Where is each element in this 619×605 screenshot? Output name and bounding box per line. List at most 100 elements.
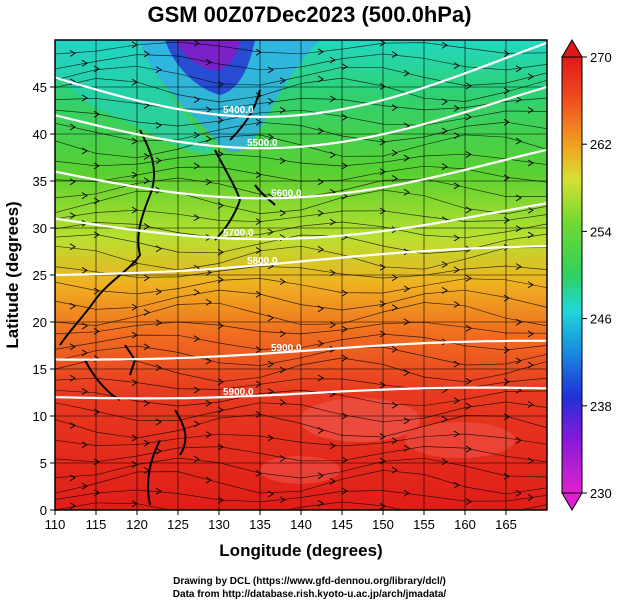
flow-arrow — [317, 374, 324, 382]
flow-arrow — [143, 223, 150, 230]
flow-arrow — [503, 473, 510, 480]
contour-line — [55, 386, 547, 400]
flow-arrow — [267, 314, 274, 322]
flow-arrow — [217, 496, 224, 504]
flow-arrow — [193, 335, 200, 343]
flow-arrow — [515, 489, 522, 497]
flow-arrow — [155, 157, 162, 164]
flow-arrow — [515, 263, 522, 270]
flow-arrow — [267, 360, 274, 368]
flow-arrow — [403, 369, 410, 376]
flow-arrow — [379, 83, 386, 90]
streamline — [55, 189, 547, 215]
contour-label: 5400.0 — [223, 105, 254, 116]
flow-arrow — [379, 330, 386, 338]
flow-arrow — [379, 381, 386, 389]
flow-arrow — [379, 263, 386, 271]
x-tick-label: 165 — [495, 517, 517, 532]
flow-arrow — [465, 378, 472, 385]
flow-arrow — [317, 340, 324, 347]
flow-arrow — [155, 66, 162, 73]
flow-arrow — [267, 228, 274, 236]
flow-arrow — [453, 62, 460, 69]
flow-arrow — [441, 287, 448, 294]
flow-arrow — [255, 218, 262, 225]
flow-arrow — [93, 489, 100, 497]
flow-arrow — [391, 304, 398, 312]
flow-arrow — [391, 437, 398, 445]
colorbar-tick-label: 238 — [590, 399, 612, 414]
flow-arrow — [279, 496, 286, 504]
cool-band — [55, 40, 215, 154]
streamline — [55, 446, 547, 463]
flow-arrow — [267, 98, 274, 105]
flow-arrow — [379, 300, 386, 308]
flow-arrow — [465, 206, 472, 214]
flow-arrow — [341, 354, 348, 362]
colorbar-scale — [561, 56, 583, 494]
flow-arrow — [403, 417, 410, 425]
y-tick-label: 0 — [40, 503, 47, 518]
flow-arrow — [279, 330, 286, 338]
flow-arrow — [69, 374, 76, 382]
flow-arrow — [341, 114, 348, 121]
flow-arrow — [267, 434, 274, 442]
colorbar-tick-label: 230 — [590, 486, 612, 501]
flow-arrow — [69, 123, 76, 131]
flow-arrow — [527, 401, 534, 408]
y-tick-label: 20 — [33, 315, 47, 330]
flow-arrow — [193, 214, 200, 221]
flow-arrow — [69, 474, 76, 482]
flow-arrow — [341, 63, 348, 71]
contour-label: 5800.0 — [247, 256, 278, 267]
contour-line — [55, 339, 547, 361]
flow-arrow — [441, 41, 448, 49]
streamline — [55, 109, 547, 127]
flow-arrow — [81, 267, 88, 274]
flow-arrow — [515, 96, 522, 103]
flow-arrow — [503, 87, 510, 95]
flow-arrow — [193, 40, 200, 47]
x-tick-label: 160 — [454, 517, 476, 532]
flow-arrow — [465, 324, 472, 332]
flow-arrow — [205, 476, 212, 484]
flow-arrow — [317, 209, 324, 217]
y-tick-label: 40 — [33, 127, 47, 142]
flow-arrow — [267, 66, 274, 74]
flow-arrow — [255, 290, 262, 298]
contour-label: 5900.0 — [223, 387, 254, 398]
flow-arrow — [155, 447, 162, 455]
flow-arrow — [465, 82, 472, 90]
flow-arrow — [69, 178, 76, 186]
flow-arrow — [341, 289, 348, 297]
flow-arrow — [93, 162, 100, 170]
streamline — [55, 321, 547, 335]
flow-arrow — [81, 482, 88, 490]
flow-arrow — [194, 513, 199, 519]
flow-arrow — [341, 487, 348, 495]
flow-arrow — [465, 402, 472, 410]
flow-arrow — [503, 118, 510, 126]
flow-arrow — [217, 378, 224, 386]
flow-arrow — [255, 247, 262, 254]
x-tick-label: 110 — [45, 517, 66, 532]
colorbar: 230 238 246 254 262 270 — [561, 39, 612, 511]
flow-arrow — [403, 69, 410, 77]
warm-patch — [405, 422, 515, 458]
streamline — [55, 245, 547, 271]
streamline — [55, 401, 547, 423]
streamline — [55, 414, 547, 439]
flow-arrow — [441, 127, 448, 135]
flow-arrow — [205, 431, 212, 438]
flow-arrow — [193, 131, 200, 139]
streamline — [55, 153, 547, 167]
flow-arrow — [69, 422, 76, 429]
flow-arrow — [453, 301, 460, 308]
flow-arrow — [441, 458, 448, 466]
flow-arrow — [329, 478, 336, 485]
flow-arrow — [329, 56, 336, 64]
flow-arrow — [279, 209, 286, 217]
flow-arrow — [441, 261, 448, 268]
flow-arrow — [317, 305, 324, 313]
flow-arrow — [69, 212, 76, 219]
